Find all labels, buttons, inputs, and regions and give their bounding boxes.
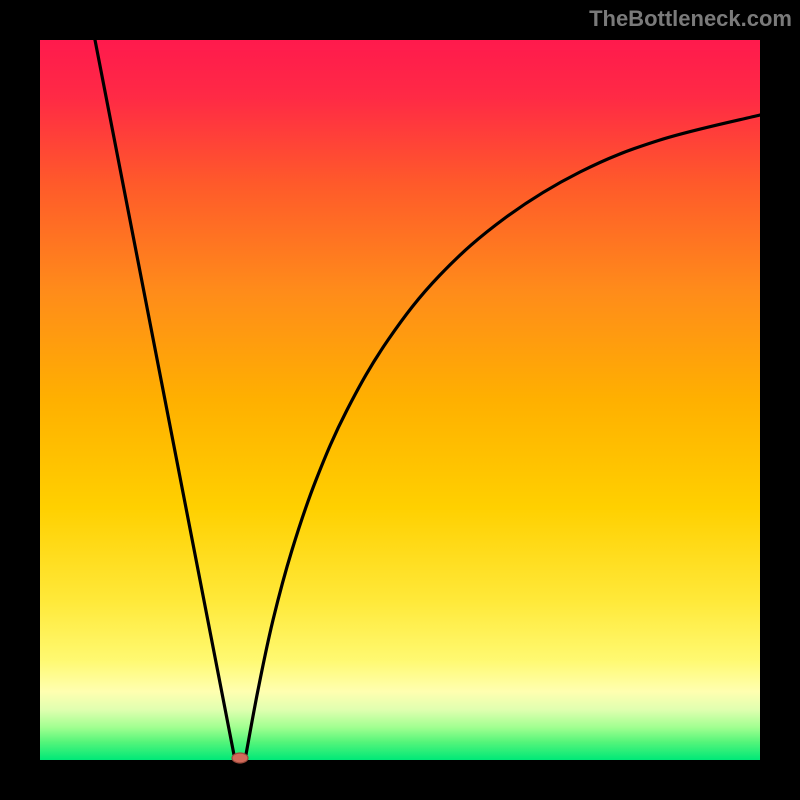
curve-right-branch	[245, 115, 760, 760]
chart-container: TheBottleneck.com	[0, 0, 800, 800]
plot-area	[40, 40, 760, 760]
curve-left-branch	[95, 40, 235, 760]
minimum-marker-ellipse	[232, 753, 248, 763]
watermark-text: TheBottleneck.com	[589, 6, 792, 32]
minimum-marker	[230, 748, 250, 768]
curve-layer	[40, 40, 760, 760]
